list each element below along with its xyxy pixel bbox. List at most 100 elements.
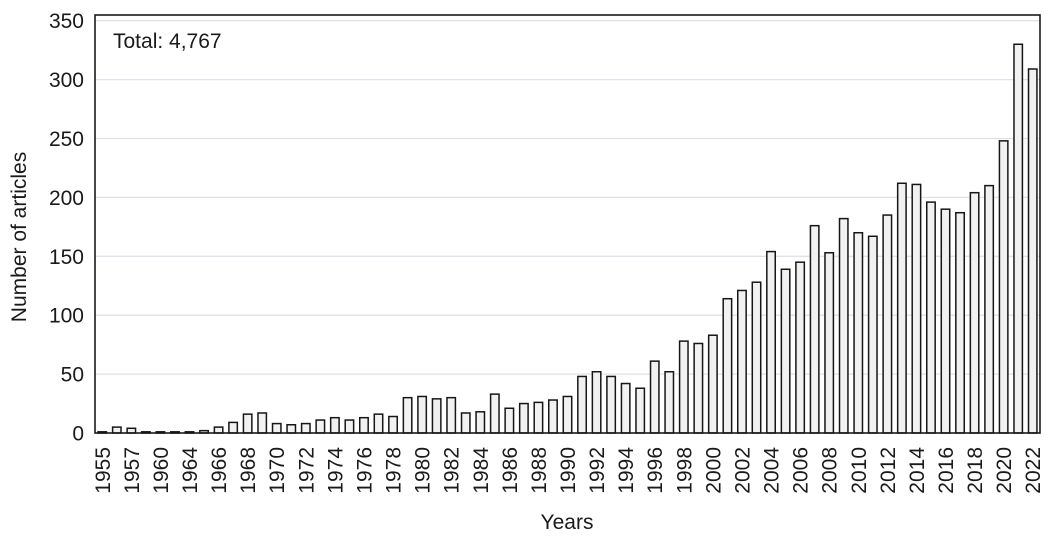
y-axis-tick-labels: 0 50 100 150 200 250 300 350 xyxy=(49,10,84,445)
x-tick-label: 1955 xyxy=(92,447,115,494)
plot-frame xyxy=(94,14,1041,434)
bar-2016 xyxy=(940,208,951,434)
bar-2005 xyxy=(780,268,791,434)
x-tick-label: 1990 xyxy=(557,447,580,494)
x-tick-label: 1966 xyxy=(208,447,231,494)
bar-1966 xyxy=(213,426,224,434)
x-tick-label: 1998 xyxy=(673,447,696,494)
y-tick-label: 100 xyxy=(49,305,84,328)
bar-1978 xyxy=(388,415,399,434)
x-tick-label: 2004 xyxy=(761,447,784,494)
x-tick-label: 1974 xyxy=(324,447,347,494)
bar-1996 xyxy=(649,360,660,434)
bar-2011 xyxy=(867,235,878,434)
y-tick-label: 300 xyxy=(49,69,84,92)
x-tick-label: 1976 xyxy=(353,447,376,494)
bar-1972 xyxy=(300,422,311,434)
x-tick-label: 2006 xyxy=(790,447,813,494)
bar-1989 xyxy=(547,399,558,434)
x-tick-label: 1980 xyxy=(412,447,435,494)
x-tick-label: 2008 xyxy=(819,447,842,494)
x-tick-label: 1960 xyxy=(150,447,173,494)
x-tick-label: 2022 xyxy=(1022,447,1045,494)
bar-2013 xyxy=(896,182,907,434)
bar-1971 xyxy=(286,424,297,434)
x-tick-label: 1988 xyxy=(528,447,551,494)
bar-1984 xyxy=(475,411,486,434)
x-tick-label: 2010 xyxy=(848,447,871,494)
bar-2017 xyxy=(955,211,966,434)
total-annotation: Total: 4,767 xyxy=(113,30,222,53)
x-tick-label: 2000 xyxy=(702,447,725,494)
y-tick-label: 200 xyxy=(49,187,84,210)
x-tick-label: 1957 xyxy=(121,447,144,494)
x-tick-label: 2020 xyxy=(993,447,1016,494)
x-tick-label: 1972 xyxy=(295,447,318,494)
bar-2001 xyxy=(722,297,733,434)
y-axis-title: Number of articles xyxy=(8,152,31,322)
bar-2010 xyxy=(853,231,864,434)
bar-2022 xyxy=(1027,68,1038,434)
bar-1981 xyxy=(431,398,442,434)
bar-1992 xyxy=(591,370,602,434)
bar-1974 xyxy=(329,416,340,434)
x-tick-label: 2014 xyxy=(906,447,929,494)
bar-2019 xyxy=(984,184,995,434)
bar-2018 xyxy=(969,191,980,434)
bar-1986 xyxy=(504,407,515,434)
bar-1998 xyxy=(678,340,689,434)
x-tick-label: 1968 xyxy=(237,447,260,494)
bar-1982 xyxy=(446,396,457,434)
bar-1968 xyxy=(242,413,253,434)
x-tick-label: 2016 xyxy=(935,447,958,494)
y-tick-label: 150 xyxy=(49,246,84,269)
x-tick-label: 2002 xyxy=(731,447,754,494)
bar-1993 xyxy=(606,375,617,434)
bar-1970 xyxy=(271,422,282,434)
bar-1976 xyxy=(358,416,369,434)
x-tick-label: 1984 xyxy=(470,447,493,494)
bar-1999 xyxy=(693,342,704,434)
bar-1991 xyxy=(577,375,588,434)
x-tick-label: 2018 xyxy=(964,447,987,494)
y-tick-label: 0 xyxy=(72,423,84,446)
bar-2009 xyxy=(838,217,849,434)
bars-group xyxy=(97,43,1038,434)
bar-1995 xyxy=(635,387,646,434)
x-axis-title: Years xyxy=(541,511,594,534)
bar-2002 xyxy=(736,289,747,434)
bar-2000 xyxy=(707,334,718,434)
y-tick-label: 250 xyxy=(49,128,84,151)
bar-1973 xyxy=(315,419,326,434)
bar-1969 xyxy=(257,412,268,434)
x-tick-label: 1992 xyxy=(586,447,609,494)
x-tick-label: 2012 xyxy=(877,447,900,494)
bar-1994 xyxy=(620,382,631,434)
bar-1990 xyxy=(562,395,573,434)
bar-2012 xyxy=(882,214,893,434)
x-tick-label: 1986 xyxy=(499,447,522,494)
bar-2021 xyxy=(1013,43,1024,434)
x-axis-tick-labels: 1955 1957 1960 1964 1966 1968 1970 1972 1974 1976… xyxy=(92,447,1045,494)
bar-2004 xyxy=(766,250,777,434)
bar-1975 xyxy=(344,419,355,434)
y-tick-label: 350 xyxy=(49,10,84,33)
x-tick-label: 1996 xyxy=(644,447,667,494)
bar-1977 xyxy=(373,413,384,434)
bar-1967 xyxy=(228,421,239,434)
bar-1956 xyxy=(111,426,122,434)
x-tick-label: 1964 xyxy=(179,447,202,494)
bar-2008 xyxy=(824,252,835,434)
x-tick-label: 1978 xyxy=(383,447,406,494)
bar-2014 xyxy=(911,183,922,434)
x-tick-label: 1982 xyxy=(441,447,464,494)
bar-1979 xyxy=(402,396,413,434)
bar-1983 xyxy=(460,412,471,434)
bar-2020 xyxy=(998,140,1009,434)
bar-1987 xyxy=(518,402,529,434)
bar-2015 xyxy=(925,201,936,434)
gridlines xyxy=(95,20,1040,375)
bar-2007 xyxy=(809,224,820,434)
bar-2006 xyxy=(795,261,806,434)
